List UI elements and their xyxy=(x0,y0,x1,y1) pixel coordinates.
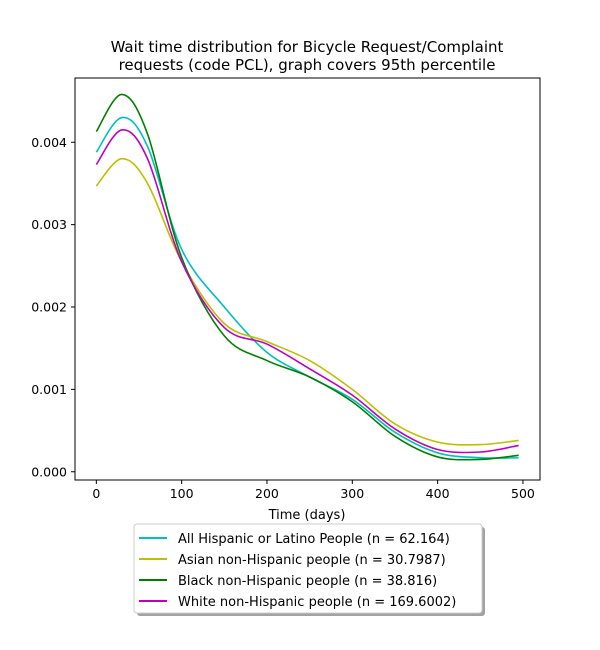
y-tick-label: 0.002 xyxy=(31,300,67,315)
legend-label-2: Asian non-Hispanic people (n = 30.7987) xyxy=(178,553,446,568)
legend-label-3: Black non-Hispanic people (n = 38.816) xyxy=(178,574,437,589)
y-axis-ticks: 0.000 0.001 0.002 0.003 0.004 xyxy=(31,135,75,479)
plot-frame xyxy=(74,77,541,481)
x-tick-label: 500 xyxy=(511,486,535,501)
y-tick-label: 0.003 xyxy=(31,217,67,232)
chart-title-line-1: Wait time distribution for Bicycle Reque… xyxy=(111,38,504,56)
legend-box xyxy=(133,523,483,614)
y-tick-label: 0.000 xyxy=(31,464,67,479)
legend: All Hispanic or Latino People (n = 62.16… xyxy=(133,523,485,616)
y-tick-label: 0.004 xyxy=(31,135,67,150)
x-axis-label: Time (days) xyxy=(268,508,346,523)
chart-title-line-2: requests (code PCL), graph covers 95th p… xyxy=(119,56,496,74)
plot-lines xyxy=(95,93,519,461)
legend-label-1: All Hispanic or Latino People (n = 62.16… xyxy=(178,532,450,547)
x-tick-label: 100 xyxy=(170,486,194,501)
x-tick-label: 300 xyxy=(340,486,364,501)
x-tick-label: 0 xyxy=(92,486,100,501)
series-line-1 xyxy=(95,116,519,459)
legend-items: All Hispanic or Latino People (n = 62.16… xyxy=(139,532,456,610)
y-tick-label: 0.001 xyxy=(31,382,67,397)
series-line-3 xyxy=(95,93,519,461)
legend-label-4: White non-Hispanic people (n = 169.6002) xyxy=(178,595,456,610)
series-line-2 xyxy=(95,157,519,446)
x-tick-label: 400 xyxy=(426,486,450,501)
x-axis-ticks: 0 100 200 300 400 500 xyxy=(92,480,535,501)
x-tick-label: 200 xyxy=(255,486,279,501)
series-line-4 xyxy=(95,129,519,454)
